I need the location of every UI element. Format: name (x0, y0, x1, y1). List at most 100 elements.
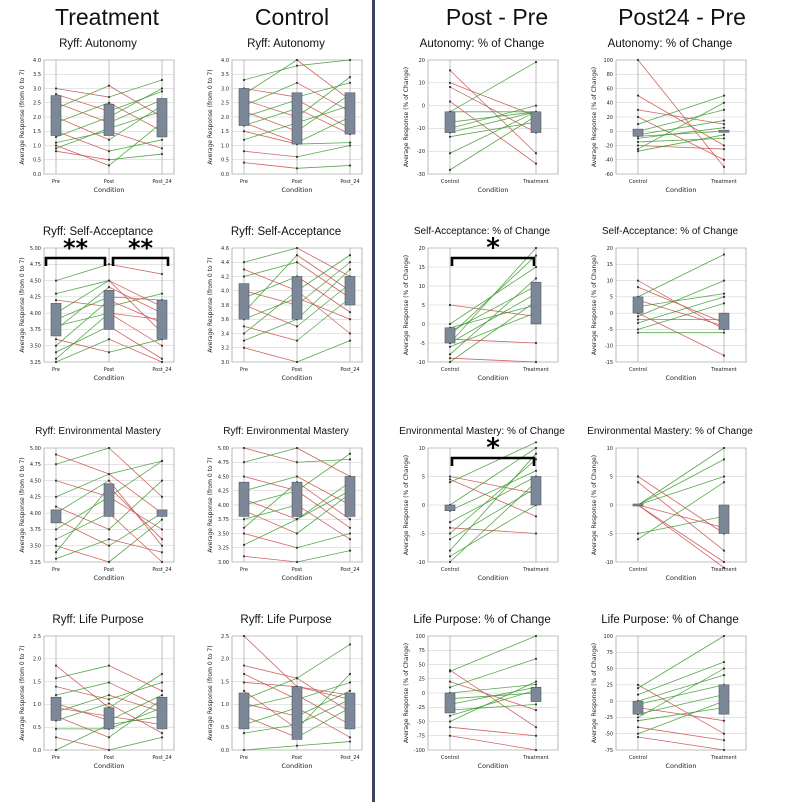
subject-line (637, 127, 725, 139)
data-point (448, 670, 452, 673)
data-point (636, 481, 640, 484)
y-tick-label: 3.25 (30, 360, 41, 366)
data-point (448, 526, 452, 529)
subject-line (55, 338, 110, 363)
y-tick-label: 4.75 (30, 262, 41, 268)
subject-line (449, 735, 537, 751)
data-point (722, 133, 726, 136)
data-point (54, 528, 58, 531)
data-point (636, 716, 640, 719)
data-point (722, 549, 726, 552)
x-tick-label: Post (104, 367, 115, 373)
y-tick-label: 25 (607, 683, 613, 689)
chart-title: Environmental Mastery: % of Change (399, 426, 565, 437)
data-point (348, 332, 352, 335)
box-iqr (238, 88, 250, 126)
subject-line (637, 254, 725, 298)
y-tick-label: 2.5 (33, 634, 41, 640)
subject-line (108, 736, 163, 751)
chart-title: Self-Acceptance: % of Change (413, 226, 551, 237)
x-tick-label: Control (629, 567, 647, 573)
subject-line (55, 703, 110, 721)
x-tick-label: Treatment (710, 367, 736, 373)
subject-line (637, 286, 725, 324)
data-point (54, 748, 58, 752)
data-point (54, 87, 58, 90)
data-point (636, 732, 640, 735)
data-point (295, 360, 299, 364)
subject-line (108, 486, 163, 540)
significance-bracket (450, 256, 536, 266)
x-axis-label: Condition (477, 374, 508, 382)
subject-line (55, 150, 110, 161)
subject-line (243, 481, 298, 529)
y-tick-label: -25 (417, 705, 425, 711)
y-tick-label: 20 (607, 246, 613, 252)
column-title-control: Control (254, 4, 330, 30)
data-point (54, 495, 58, 498)
data-point (54, 150, 58, 153)
data-point (242, 78, 246, 82)
box-iqr (632, 296, 644, 314)
subject-line (637, 668, 725, 718)
data-point (242, 555, 246, 558)
subject-line (449, 470, 537, 512)
y-tick-label: 0.5 (33, 725, 41, 731)
data-point (160, 152, 164, 156)
subject-line (108, 519, 163, 563)
data-point (722, 475, 726, 478)
data-point (636, 58, 640, 62)
subject-line (55, 496, 110, 530)
y-tick-label: 4.00 (30, 311, 41, 317)
data-point (160, 292, 164, 295)
subject-line (243, 447, 298, 463)
subject-line (243, 504, 298, 520)
x-tick-label: Pre (240, 755, 248, 761)
data-point (160, 357, 164, 360)
data-point (242, 689, 246, 692)
subject-line (55, 116, 110, 138)
subject-line (637, 312, 725, 356)
data-point (160, 459, 164, 463)
data-point (448, 353, 452, 356)
data-point (722, 566, 726, 569)
data-point (107, 736, 111, 739)
data-point (448, 85, 452, 89)
subject-line (637, 130, 725, 137)
subject-line (296, 254, 351, 292)
subject-line (449, 111, 537, 133)
subject-line (449, 82, 537, 117)
y-tick-label: 3.75 (218, 517, 229, 523)
subject-line (243, 88, 298, 98)
subject-line (243, 269, 298, 292)
chart-plot: -10 -5 0 5 10 15 20 Control Treatment Condition Av… (403, 233, 559, 382)
y-axis-label: Average Response (from 0 to 7) (19, 645, 26, 740)
data-point (295, 58, 299, 62)
data-point (242, 161, 246, 164)
subject-line (296, 247, 351, 277)
subject-line (296, 59, 351, 101)
data-point (295, 560, 299, 564)
y-tick-label: 1.0 (221, 143, 229, 149)
data-point (448, 720, 452, 723)
subject-line (55, 480, 110, 514)
y-tick-label: 20 (419, 58, 425, 64)
data-point (348, 736, 352, 739)
box-iqr (632, 700, 644, 715)
chart-title: Ryff: Autonomy (59, 38, 137, 50)
y-tick-label: -5 (608, 327, 613, 333)
data-point (160, 495, 164, 498)
y-tick-label: 4.0 (221, 289, 229, 295)
data-point (722, 739, 726, 742)
y-tick-label: 3.8 (221, 303, 229, 309)
y-tick-label: 0 (422, 503, 425, 509)
data-point (348, 538, 352, 541)
data-point (348, 254, 352, 257)
y-tick-label: 5 (610, 474, 613, 480)
data-point (295, 339, 299, 342)
subject-line (637, 293, 725, 308)
data-point (722, 279, 726, 282)
chart-plot: 3.25 3.50 3.75 4.00 4.25 4.50 4.75 5.00 Pre Post P… (19, 234, 175, 382)
y-tick-label: 4.50 (30, 278, 41, 284)
data-point (160, 518, 164, 521)
